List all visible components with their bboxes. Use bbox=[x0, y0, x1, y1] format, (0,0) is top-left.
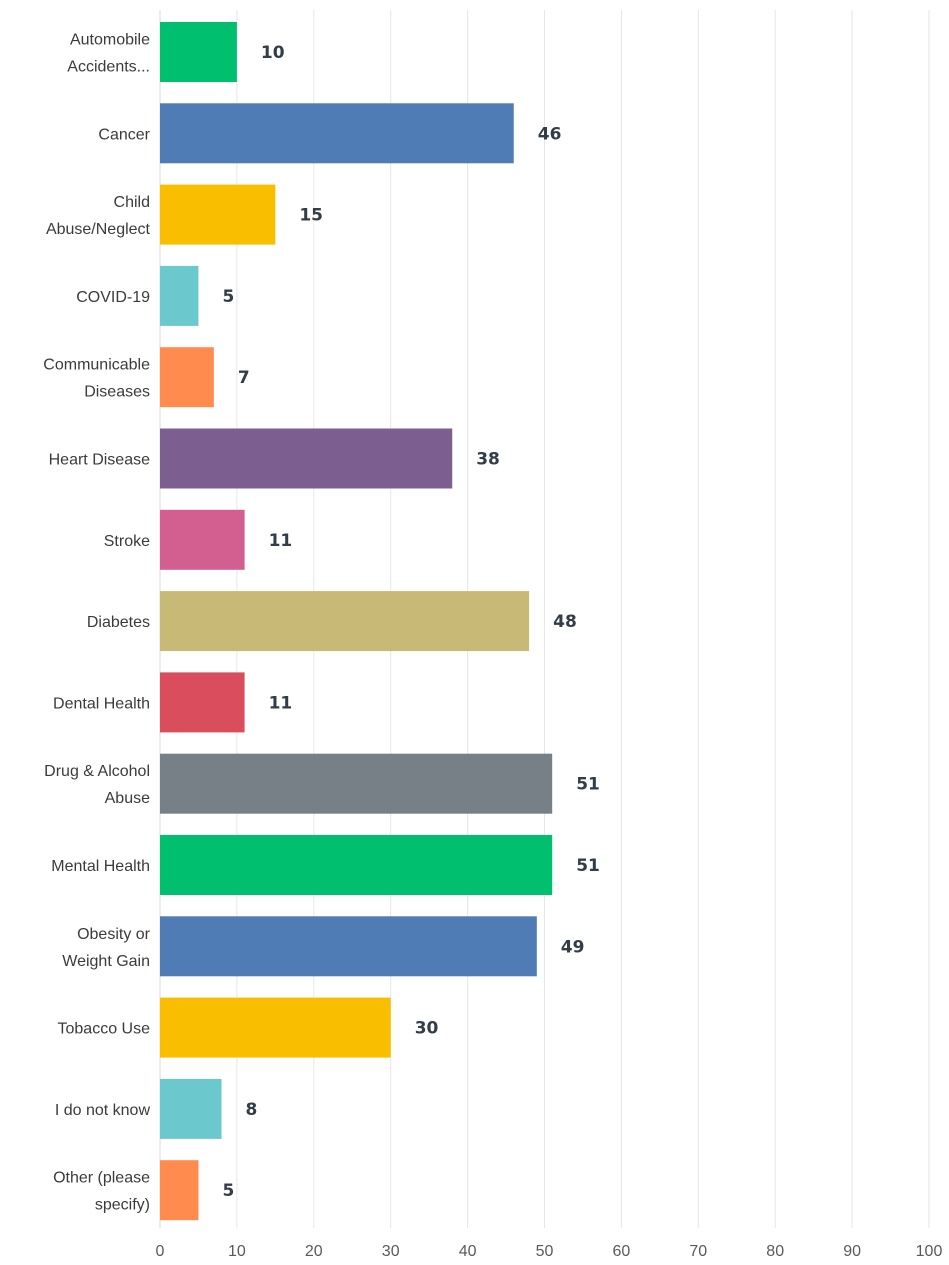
value-label: 15 bbox=[299, 206, 323, 226]
value-label: 8 bbox=[246, 1100, 258, 1120]
x-tick-label: 10 bbox=[228, 1243, 246, 1260]
x-tick-label: 80 bbox=[766, 1243, 784, 1260]
bar bbox=[160, 591, 530, 652]
category-label: Tobacco Use bbox=[58, 1021, 151, 1038]
x-tick-label: 90 bbox=[843, 1243, 861, 1260]
category-label: I do not know bbox=[55, 1102, 151, 1119]
value-label: 38 bbox=[476, 450, 500, 470]
bar bbox=[160, 265, 199, 326]
x-axis-ticks: 0 10 20 30 40 50 60 70 80 90 100 bbox=[156, 1243, 943, 1260]
value-label: 11 bbox=[269, 693, 293, 713]
x-tick-label: 50 bbox=[536, 1243, 554, 1260]
value-label: 10 bbox=[261, 43, 285, 63]
x-tick-label: 20 bbox=[305, 1243, 323, 1260]
value-label: 11 bbox=[269, 531, 293, 551]
value-label: 48 bbox=[553, 612, 577, 632]
x-tick-label: 70 bbox=[689, 1243, 707, 1260]
bar bbox=[160, 835, 553, 895]
bar bbox=[160, 509, 245, 570]
x-tick-label: 40 bbox=[459, 1243, 477, 1260]
category-label: Dental Health bbox=[53, 695, 150, 712]
category-label: Automobile Accidents... bbox=[67, 32, 150, 76]
value-label: 51 bbox=[576, 775, 600, 795]
category-label: Obesity or Weight Gain bbox=[62, 926, 150, 970]
value-labels: 10 46 15 5 7 38 11 48 11 51 51 49 30 8 5 bbox=[222, 43, 599, 1201]
value-label: 49 bbox=[561, 937, 585, 957]
category-label: Mental Health bbox=[51, 858, 150, 875]
category-label: COVID-19 bbox=[76, 289, 150, 306]
value-label: 46 bbox=[538, 124, 562, 144]
category-labels: Automobile Accidents... Cancer Child Abuse/N… bbox=[43, 32, 150, 1214]
bar bbox=[160, 916, 537, 977]
value-label: 30 bbox=[415, 1019, 439, 1039]
bar bbox=[160, 347, 214, 408]
category-label: Cancer bbox=[98, 126, 150, 143]
bar bbox=[160, 753, 553, 814]
bar bbox=[160, 1160, 199, 1221]
bar bbox=[160, 428, 453, 489]
value-label: 5 bbox=[222, 287, 234, 307]
bar bbox=[160, 103, 514, 164]
value-label: 7 bbox=[238, 368, 250, 388]
value-label: 51 bbox=[576, 856, 600, 876]
category-label: Drug & Alcohol Abuse bbox=[44, 763, 150, 807]
bar bbox=[160, 997, 391, 1058]
bar bbox=[160, 672, 245, 733]
bar bbox=[160, 184, 276, 245]
x-tick-label: 0 bbox=[156, 1243, 165, 1260]
x-tick-label: 60 bbox=[613, 1243, 631, 1260]
x-tick-label: 30 bbox=[382, 1243, 400, 1260]
bar bbox=[160, 22, 237, 82]
category-label: Heart Disease bbox=[49, 452, 150, 469]
category-label: Child Abuse/Neglect bbox=[46, 194, 151, 238]
category-label: Communicable Diseases bbox=[43, 357, 150, 401]
bar bbox=[160, 1078, 222, 1139]
category-label: Other (please specify) bbox=[53, 1170, 150, 1214]
x-tick-label: 100 bbox=[916, 1243, 943, 1260]
bars bbox=[160, 22, 553, 1221]
value-label: 5 bbox=[222, 1181, 234, 1201]
category-label: Diabetes bbox=[87, 614, 150, 631]
category-label: Stroke bbox=[104, 533, 150, 550]
